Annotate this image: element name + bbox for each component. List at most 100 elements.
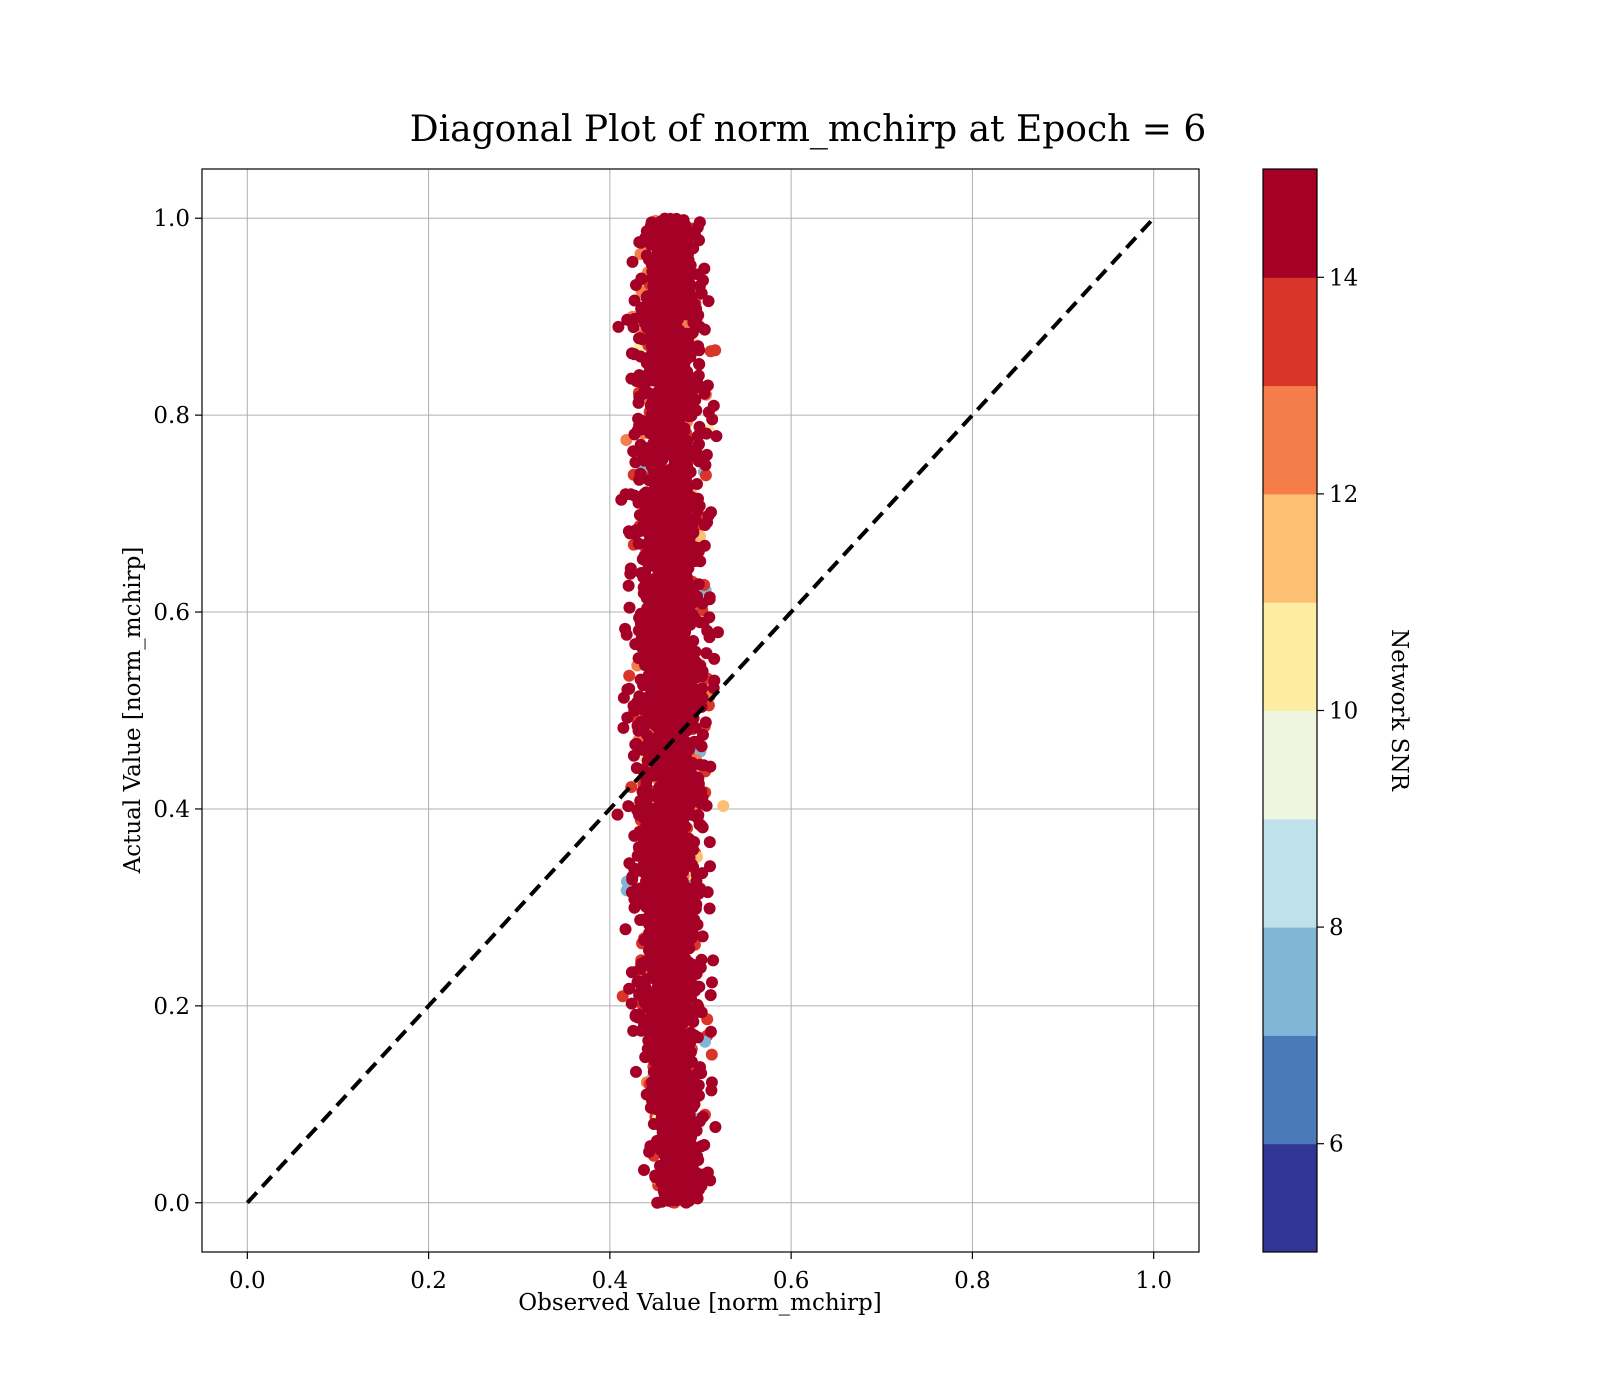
scatter-point: [659, 283, 672, 296]
scatter-point: [636, 333, 649, 346]
scatter-point: [659, 584, 672, 597]
scatter-point: [677, 865, 690, 878]
scatter-point: [705, 1048, 718, 1061]
scatter-point: [644, 835, 656, 847]
scatter-point: [671, 717, 684, 730]
scatter-point: [680, 833, 693, 846]
scatter-point: [662, 1174, 675, 1187]
scatter-points: [611, 212, 730, 1209]
scatter-point: [635, 273, 648, 285]
scatter-point: [655, 819, 668, 832]
scatter-point: [636, 634, 649, 647]
scatter-point: [660, 233, 673, 246]
scatter-point: [654, 900, 667, 913]
scatter-point: [677, 943, 690, 956]
scatter-point: [693, 1089, 705, 1102]
scatter-point: [651, 327, 664, 340]
scatter-point: [667, 538, 680, 551]
scatter-point: [697, 728, 709, 741]
scatter-point: [632, 724, 645, 737]
scatter-point: [623, 601, 636, 614]
scatter-point: [656, 800, 669, 813]
scatter-point: [687, 316, 700, 329]
scatter-point: [696, 930, 709, 943]
scatter-point: [635, 421, 648, 434]
scatter-point: [694, 1061, 706, 1074]
scatter-point: [656, 407, 669, 420]
scatter-point: [629, 456, 642, 469]
scatter-point: [628, 862, 641, 875]
scatter-point: [691, 268, 704, 281]
scatter-point: [627, 749, 640, 762]
scatter-point: [703, 591, 716, 604]
scatter-point: [630, 762, 643, 774]
scatter-point: [657, 441, 669, 454]
scatter-point: [634, 616, 647, 629]
scatter-point: [699, 716, 712, 729]
scatter-point: [658, 550, 671, 563]
scatter-point: [643, 365, 656, 377]
scatter-point: [667, 1064, 679, 1077]
scatter-point: [664, 529, 677, 542]
scatter-point: [650, 393, 662, 406]
scatter-point: [668, 503, 681, 516]
plot-frame: [201, 168, 1200, 1253]
scatter-point: [686, 1011, 699, 1024]
scatter-point: [683, 966, 696, 978]
scatter-point: [690, 919, 702, 931]
plot-area: [201, 168, 1200, 1253]
colorbar-band: [1263, 169, 1317, 278]
scatter-point: [691, 998, 704, 1011]
scatter-point: [690, 1143, 703, 1156]
scatter-point: [615, 493, 628, 506]
scatter-point: [639, 231, 652, 244]
colorbar-band: [1263, 1035, 1317, 1145]
scatter-point: [699, 519, 711, 531]
scatter-point: [639, 573, 651, 586]
scatter-point: [668, 920, 681, 933]
scatter-point: [703, 631, 716, 644]
scatter-point: [705, 1084, 718, 1097]
scatter-point: [649, 1169, 662, 1182]
scatter-point: [703, 836, 716, 849]
scatter-point: [693, 1115, 706, 1128]
scatter-point: [680, 700, 693, 713]
scatter-point: [671, 451, 684, 464]
scatter-point: [686, 519, 698, 532]
scatter-point: [693, 358, 706, 370]
scatter-point: [639, 659, 652, 672]
scatter-point: [673, 460, 686, 473]
scatter-point: [640, 745, 653, 758]
scatter-point: [683, 742, 696, 755]
scatter-point: [628, 893, 641, 906]
scatter-point: [717, 800, 730, 812]
scatter-point: [693, 234, 705, 247]
scatter-point: [704, 989, 717, 1002]
x-tick-label: 0.6: [773, 1268, 810, 1294]
scatter-point: [682, 410, 695, 423]
scatter-point: [611, 808, 624, 821]
scatter-point: [702, 295, 715, 308]
scatter-point: [644, 1050, 657, 1063]
scatter-point: [664, 975, 676, 988]
scatter-point: [663, 955, 676, 968]
scatter-point: [685, 808, 698, 821]
scatter-point: [637, 308, 650, 320]
scatter-point: [680, 1114, 693, 1127]
y-tick-label: 0.0: [153, 1191, 190, 1217]
scatter-point: [626, 255, 639, 268]
scatter-point: [690, 1166, 703, 1179]
x-tick-label: 0.4: [592, 1268, 629, 1294]
scatter-point: [681, 225, 694, 238]
scatter-point: [623, 982, 636, 995]
scatter-point: [656, 247, 669, 260]
colorbar-ticks: 6 8 10 12 14: [1317, 265, 1358, 1158]
scatter-point: [691, 478, 703, 490]
scatter-point: [704, 1025, 717, 1038]
scatter-point: [668, 707, 681, 720]
scatter-point: [640, 780, 653, 793]
scatter-point: [658, 709, 670, 722]
scatter-point: [669, 1049, 682, 1062]
scatter-point: [671, 801, 684, 814]
